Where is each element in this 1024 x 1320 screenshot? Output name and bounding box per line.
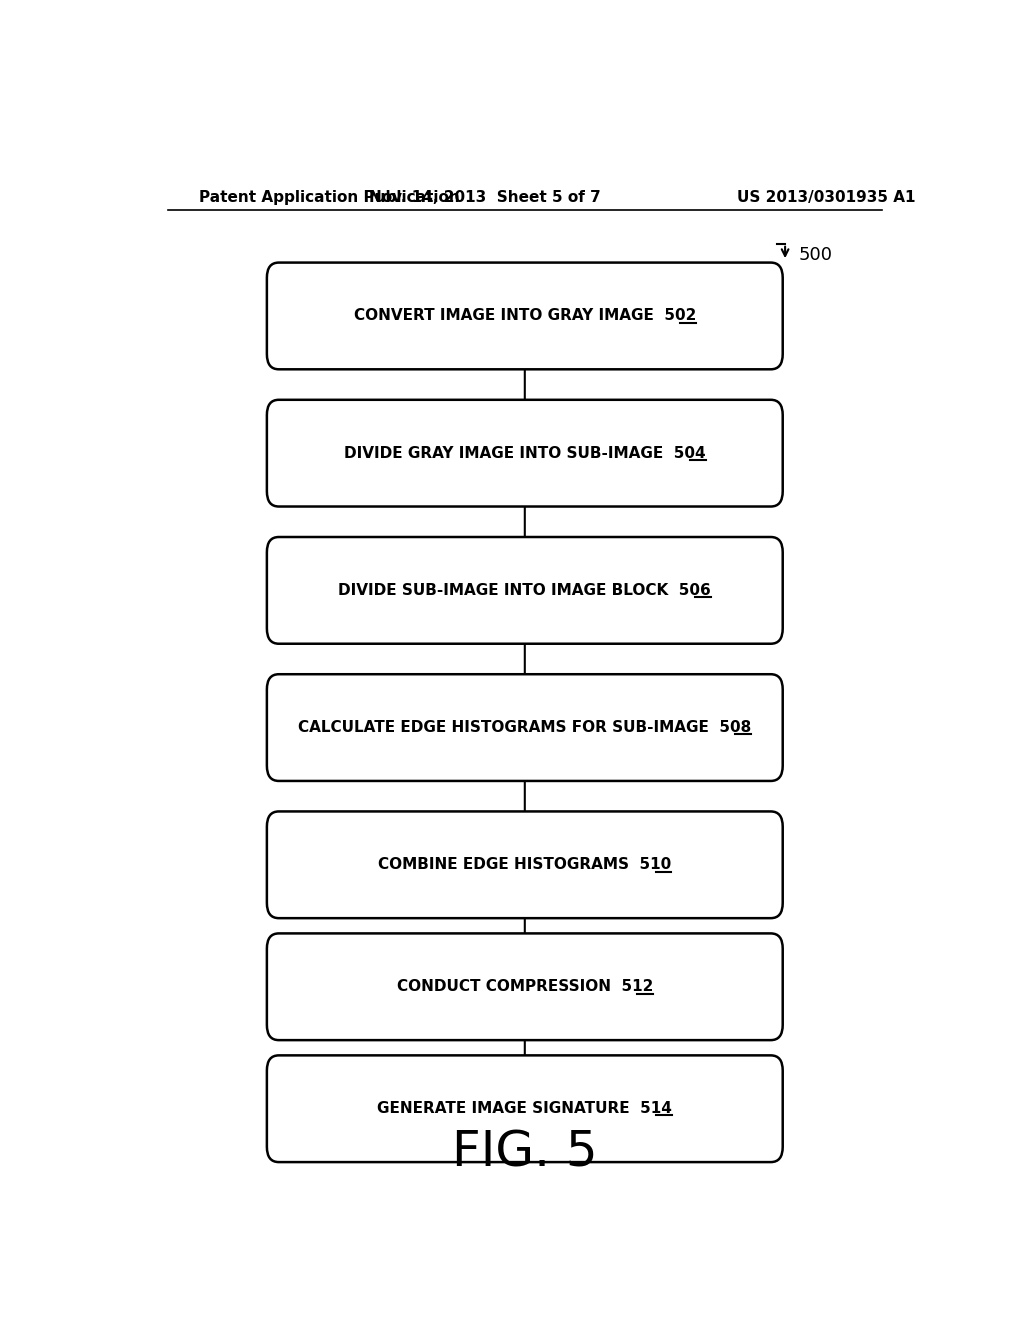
Text: COMBINE EDGE HISTOGRAMS  510: COMBINE EDGE HISTOGRAMS 510 <box>378 857 672 873</box>
FancyBboxPatch shape <box>267 675 782 781</box>
FancyBboxPatch shape <box>267 263 782 370</box>
FancyBboxPatch shape <box>267 812 782 919</box>
Text: CONVERT IMAGE INTO GRAY IMAGE  502: CONVERT IMAGE INTO GRAY IMAGE 502 <box>353 309 696 323</box>
Text: CONDUCT COMPRESSION  512: CONDUCT COMPRESSION 512 <box>396 979 653 994</box>
FancyBboxPatch shape <box>267 537 782 644</box>
Text: Patent Application Publication: Patent Application Publication <box>200 190 460 205</box>
Text: FIG. 5: FIG. 5 <box>452 1129 598 1176</box>
Text: DIVIDE SUB-IMAGE INTO IMAGE BLOCK  506: DIVIDE SUB-IMAGE INTO IMAGE BLOCK 506 <box>338 583 712 598</box>
FancyBboxPatch shape <box>267 400 782 507</box>
Text: CALCULATE EDGE HISTOGRAMS FOR SUB-IMAGE  508: CALCULATE EDGE HISTOGRAMS FOR SUB-IMAGE … <box>298 721 752 735</box>
FancyBboxPatch shape <box>267 933 782 1040</box>
Text: DIVIDE GRAY IMAGE INTO SUB-IMAGE  504: DIVIDE GRAY IMAGE INTO SUB-IMAGE 504 <box>344 446 706 461</box>
Text: US 2013/0301935 A1: US 2013/0301935 A1 <box>737 190 915 205</box>
FancyBboxPatch shape <box>267 1056 782 1162</box>
Text: Nov. 14, 2013  Sheet 5 of 7: Nov. 14, 2013 Sheet 5 of 7 <box>370 190 601 205</box>
Text: GENERATE IMAGE SIGNATURE  514: GENERATE IMAGE SIGNATURE 514 <box>378 1101 672 1117</box>
Text: 500: 500 <box>799 246 833 264</box>
